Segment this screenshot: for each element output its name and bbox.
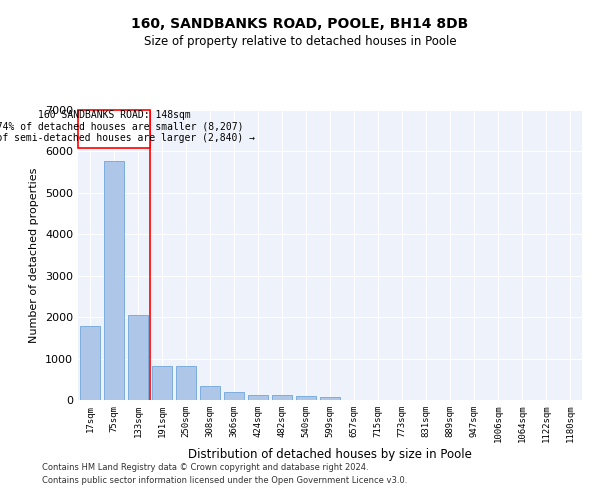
- Bar: [320, 397, 340, 400]
- Text: 26% of semi-detached houses are larger (2,840) →: 26% of semi-detached houses are larger (…: [0, 133, 255, 143]
- Bar: [224, 392, 244, 400]
- Text: 160 SANDBANKS ROAD: 148sqm: 160 SANDBANKS ROAD: 148sqm: [38, 110, 190, 120]
- Bar: [200, 386, 220, 400]
- Text: Contains public sector information licensed under the Open Government Licence v3: Contains public sector information licen…: [42, 476, 407, 485]
- Text: Size of property relative to detached houses in Poole: Size of property relative to detached ho…: [143, 35, 457, 48]
- Y-axis label: Number of detached properties: Number of detached properties: [29, 168, 40, 342]
- Bar: [80, 326, 100, 400]
- Text: 160, SANDBANKS ROAD, POOLE, BH14 8DB: 160, SANDBANKS ROAD, POOLE, BH14 8DB: [131, 18, 469, 32]
- Bar: [78, 110, 150, 148]
- Bar: [128, 314, 148, 400]
- Bar: [176, 366, 196, 400]
- Bar: [152, 366, 172, 400]
- Bar: [104, 160, 124, 400]
- Bar: [296, 396, 316, 400]
- Text: ← 74% of detached houses are smaller (8,207): ← 74% of detached houses are smaller (8,…: [0, 122, 243, 132]
- Text: Contains HM Land Registry data © Crown copyright and database right 2024.: Contains HM Land Registry data © Crown c…: [42, 462, 368, 471]
- Bar: [248, 395, 268, 400]
- X-axis label: Distribution of detached houses by size in Poole: Distribution of detached houses by size …: [188, 448, 472, 461]
- Bar: [272, 396, 292, 400]
